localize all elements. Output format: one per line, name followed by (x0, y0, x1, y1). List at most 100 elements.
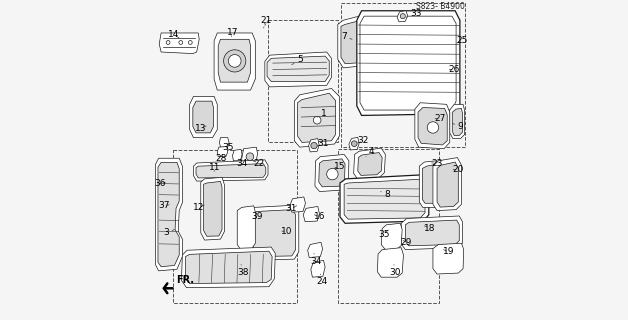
Circle shape (246, 153, 254, 160)
Text: 35: 35 (222, 143, 234, 152)
Polygon shape (217, 147, 228, 157)
Text: 28: 28 (215, 154, 227, 163)
Polygon shape (433, 243, 463, 274)
Polygon shape (237, 206, 256, 250)
Polygon shape (295, 88, 339, 147)
Text: 24: 24 (317, 274, 328, 286)
Polygon shape (415, 103, 450, 149)
Polygon shape (319, 159, 345, 187)
Text: 33: 33 (407, 10, 422, 19)
Polygon shape (160, 33, 199, 53)
Polygon shape (190, 96, 217, 138)
Text: FR.: FR. (176, 275, 194, 285)
Text: 36: 36 (154, 179, 166, 188)
Polygon shape (158, 162, 179, 267)
Polygon shape (203, 181, 222, 236)
Circle shape (427, 122, 438, 133)
Polygon shape (308, 242, 323, 258)
Polygon shape (357, 11, 460, 116)
Circle shape (311, 142, 317, 149)
Polygon shape (242, 147, 257, 165)
Polygon shape (450, 104, 465, 139)
Polygon shape (354, 148, 386, 179)
Circle shape (179, 41, 183, 44)
Text: 11: 11 (209, 163, 221, 172)
Polygon shape (338, 15, 369, 68)
Polygon shape (253, 210, 296, 257)
Text: 5: 5 (292, 55, 303, 65)
Polygon shape (315, 155, 349, 192)
Polygon shape (341, 20, 367, 64)
Polygon shape (201, 177, 225, 240)
Text: 37: 37 (158, 201, 170, 210)
Circle shape (166, 41, 170, 44)
Polygon shape (344, 179, 425, 219)
Text: 22: 22 (253, 158, 264, 167)
Polygon shape (349, 137, 359, 150)
Polygon shape (397, 11, 408, 22)
Text: 13: 13 (195, 124, 207, 132)
Text: 31: 31 (285, 204, 297, 213)
Text: 30: 30 (390, 265, 401, 277)
Polygon shape (381, 223, 402, 250)
Polygon shape (423, 164, 436, 203)
Text: 16: 16 (314, 212, 325, 221)
Polygon shape (196, 164, 266, 178)
Circle shape (313, 116, 321, 124)
Text: 8: 8 (381, 190, 390, 199)
Polygon shape (267, 56, 329, 82)
Polygon shape (452, 108, 462, 135)
Text: 4: 4 (366, 148, 374, 157)
Polygon shape (218, 39, 251, 82)
Circle shape (352, 141, 357, 147)
Polygon shape (265, 52, 332, 87)
Polygon shape (290, 197, 305, 212)
Text: 18: 18 (424, 224, 435, 233)
Polygon shape (193, 160, 268, 181)
Text: 34: 34 (310, 253, 322, 266)
Polygon shape (401, 216, 462, 250)
Polygon shape (193, 101, 214, 133)
Polygon shape (358, 153, 382, 175)
Polygon shape (181, 247, 275, 288)
Text: 14: 14 (168, 30, 179, 39)
Text: 3: 3 (164, 228, 175, 237)
Text: 25: 25 (457, 36, 468, 45)
Circle shape (188, 41, 192, 44)
Text: 21: 21 (261, 16, 272, 25)
Polygon shape (377, 248, 403, 277)
Text: 32: 32 (357, 136, 369, 145)
Text: 7: 7 (341, 32, 352, 41)
Polygon shape (433, 158, 462, 211)
Polygon shape (418, 108, 447, 145)
Text: 23: 23 (431, 158, 443, 167)
Polygon shape (311, 260, 325, 277)
Text: 10: 10 (281, 227, 293, 236)
Text: 31: 31 (317, 140, 328, 148)
Polygon shape (405, 220, 459, 246)
Polygon shape (232, 149, 242, 161)
Text: S823- B4900: S823- B4900 (416, 2, 465, 11)
Text: 34: 34 (236, 158, 247, 167)
Circle shape (229, 54, 241, 67)
Polygon shape (155, 158, 182, 271)
Circle shape (327, 168, 338, 180)
Text: 39: 39 (251, 212, 263, 221)
Polygon shape (185, 251, 272, 284)
Text: 35: 35 (378, 230, 389, 239)
Circle shape (400, 14, 405, 19)
Text: 12: 12 (193, 203, 205, 212)
Text: 27: 27 (435, 114, 446, 123)
Polygon shape (249, 205, 299, 260)
Text: 19: 19 (443, 247, 455, 256)
Polygon shape (214, 33, 256, 90)
Polygon shape (303, 206, 320, 222)
Polygon shape (220, 138, 229, 147)
Text: 26: 26 (449, 65, 460, 74)
Circle shape (224, 50, 246, 72)
Polygon shape (420, 161, 439, 207)
Text: 1: 1 (317, 109, 327, 118)
Text: 9: 9 (452, 122, 463, 131)
Polygon shape (308, 139, 319, 152)
Text: 20: 20 (453, 165, 464, 174)
